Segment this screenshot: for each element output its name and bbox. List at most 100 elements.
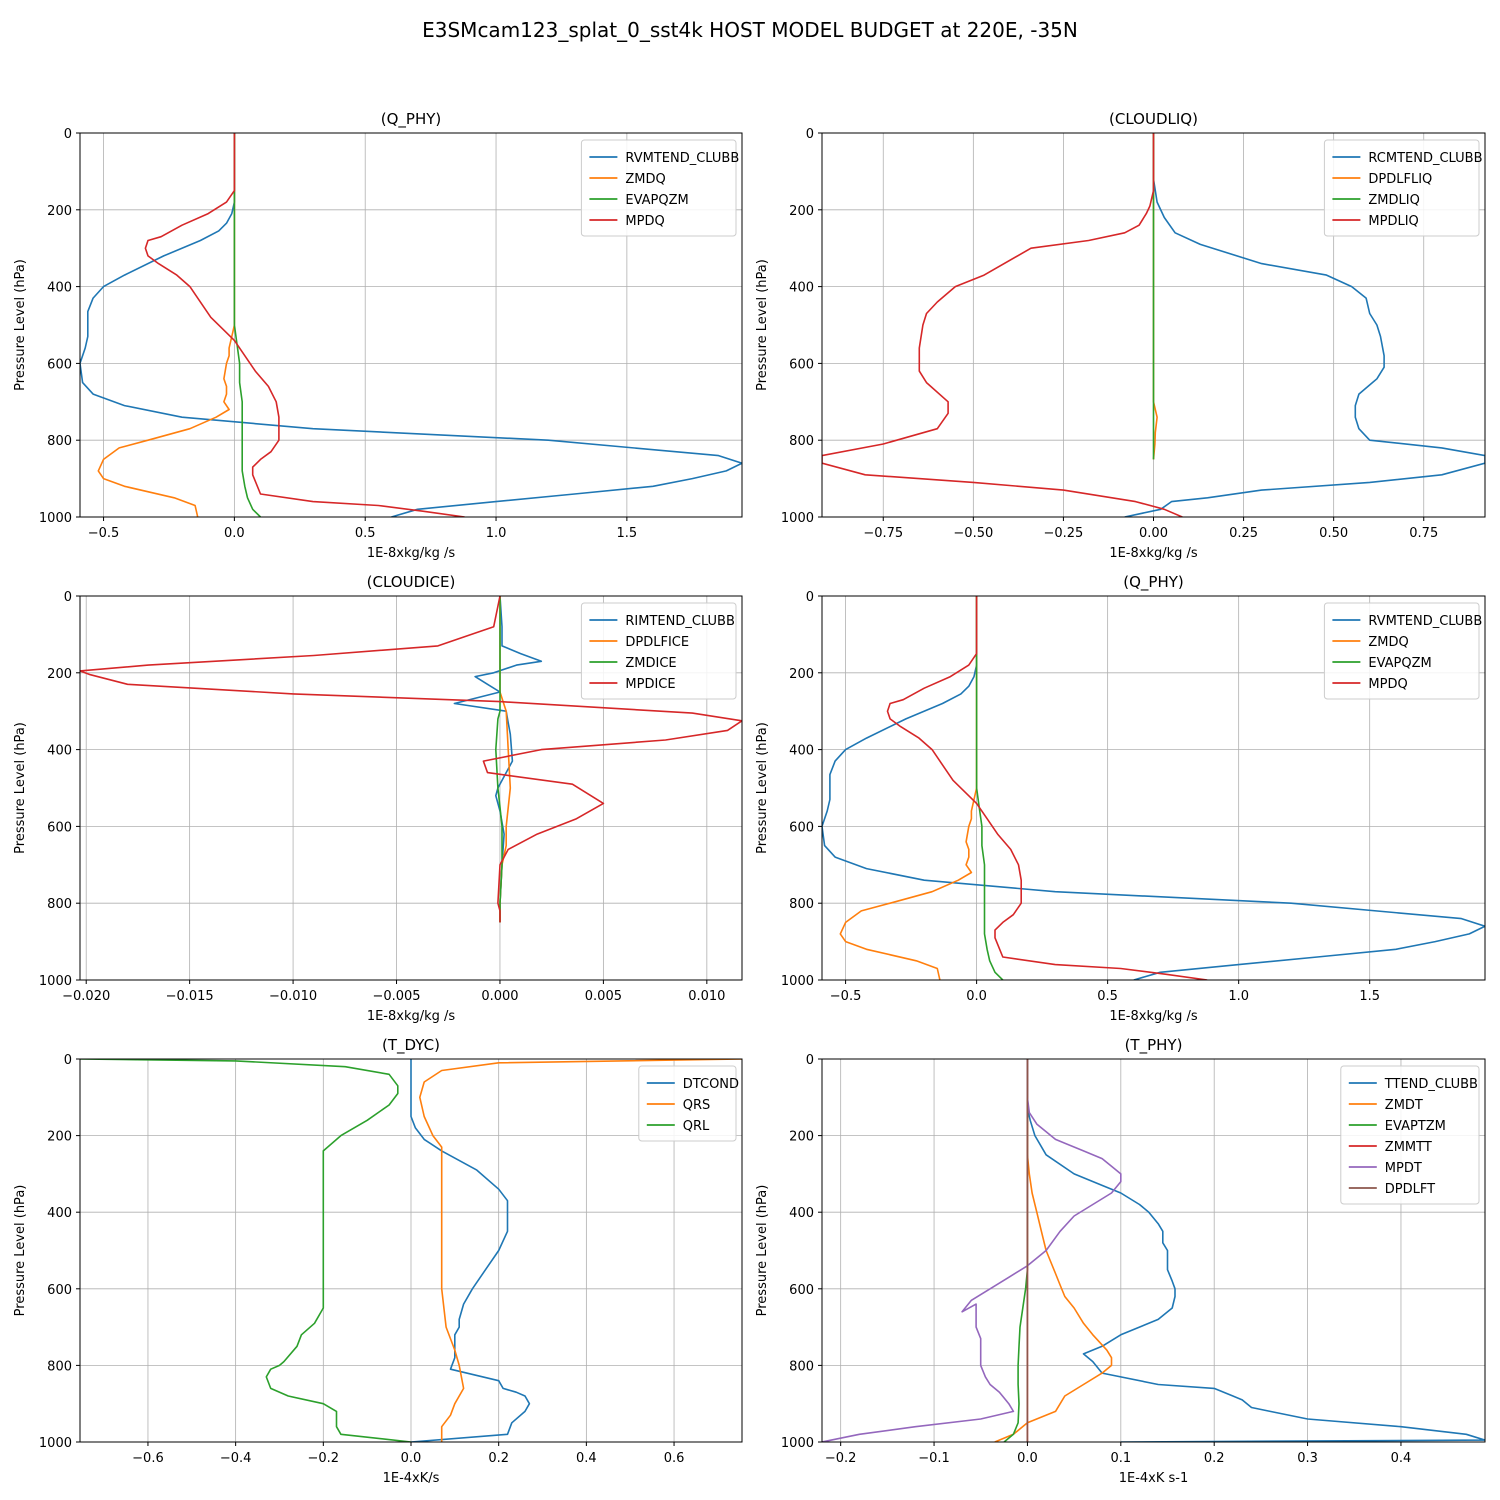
- y-tick-label: 800: [789, 434, 814, 449]
- x-tick-label: −0.010: [269, 989, 317, 1004]
- x-axis-label: 1E-8xkg/kg /s: [1109, 1009, 1198, 1024]
- x-tick-label: 0.2: [1204, 1451, 1225, 1466]
- axes-frame: [821, 1058, 1486, 1443]
- x-tick-label: 0.0: [966, 989, 987, 1004]
- legend-box: [638, 1065, 737, 1142]
- legend: TTEND_CLUBB ZMDT EVAPTZM ZMMTT MPDT DPDLFT: [1340, 1065, 1480, 1205]
- y-tick-label: 600: [789, 357, 814, 372]
- legend: DTCOND QRS QRL: [638, 1065, 739, 1142]
- y-tick-label: 400: [789, 281, 814, 296]
- x-tick-label: 0.5: [355, 526, 376, 541]
- subplot-title: (Q_PHY): [1123, 573, 1184, 592]
- y-tick-label: 200: [789, 667, 814, 682]
- x-tick-label: −0.6: [132, 1451, 164, 1466]
- series-line-dtcond: [410, 1059, 531, 1442]
- series-line-zmdice: [494, 596, 503, 923]
- x-axis-label: 1E-8xkg/kg /s: [367, 546, 456, 561]
- subplot-3: −0.020 −0.015 −0.010 −0.005 0.000 0.005 0.010 0…: [13, 573, 743, 1024]
- legend: RCMTEND_CLUBB DPDLFLIQ ZMDLIQ MPDLIQ: [1323, 139, 1482, 237]
- series-line-rcmtend-clubb: [1124, 133, 1485, 517]
- y-tick-label: 400: [47, 281, 72, 296]
- x-tick-label: −0.020: [62, 989, 110, 1004]
- legend-entry: ZMDICE: [625, 656, 676, 671]
- y-tick-label: 1000: [781, 974, 814, 989]
- series-line-ttend-clubb: [1026, 1059, 1485, 1442]
- x-tick-label: −0.4: [220, 1451, 252, 1466]
- x-tick-label: 0.4: [1391, 1451, 1412, 1466]
- legend-entry: ZMDLIQ: [1368, 193, 1419, 208]
- y-tick-label: 0: [806, 590, 814, 605]
- subplot-4: −0.5 0.0 0.5 1.0 1.5 0 200 400 600 800 1000 (Q_PHY)…: [755, 573, 1486, 1024]
- y-tick-label: 0: [806, 127, 814, 142]
- y-tick-label: 1000: [39, 1436, 72, 1451]
- y-tick-label: 200: [47, 667, 72, 682]
- series-line-mpdice: [80, 596, 742, 923]
- y-tick-label: 800: [47, 1359, 72, 1374]
- series-line-rvmtend-clubb: [80, 133, 742, 517]
- y-tick-label: 800: [47, 897, 72, 912]
- series-line-zmdt: [994, 1059, 1113, 1442]
- series-line-zmdq: [97, 133, 236, 517]
- subplot-1: −0.5 0.0 0.5 1.0 1.5 0 200 400 600 800 1000 (Q_PHY)…: [13, 110, 743, 561]
- legend-entry: RIMTEND_CLUBB: [625, 614, 735, 629]
- y-tick-label: 400: [789, 744, 814, 759]
- legend-entry: MPDICE: [625, 677, 675, 692]
- x-tick-label: 0.2: [488, 1451, 509, 1466]
- legend-box: [1340, 1065, 1480, 1205]
- y-tick-label: 400: [47, 744, 72, 759]
- legend-box: [580, 139, 737, 237]
- subplot-title: (CLOUDICE): [367, 573, 456, 591]
- series-line-rvmtend-clubb: [822, 596, 1485, 980]
- x-tick-label: 0.5: [1097, 989, 1118, 1004]
- subplot-title: (T_PHY): [1125, 1036, 1183, 1055]
- y-axis-label: Pressure Level (hPa): [755, 259, 770, 391]
- series-line-zmdq: [839, 596, 978, 980]
- series-line-mpdt: [822, 1059, 1122, 1442]
- x-tick-label: 0.0: [401, 1451, 422, 1466]
- axes-frame: [79, 595, 743, 981]
- x-tick-label: 0.010: [688, 989, 725, 1004]
- y-tick-label: 400: [47, 1206, 72, 1221]
- series-line-evaptzm: [1003, 1059, 1029, 1442]
- series-line-rimtend-clubb: [453, 596, 543, 923]
- x-tick-label: −0.50: [953, 526, 993, 541]
- y-tick-label: 800: [789, 1359, 814, 1374]
- series-line-mpdq: [886, 596, 1208, 980]
- x-tick-label: 0.1: [1110, 1451, 1131, 1466]
- y-tick-label: 600: [47, 820, 72, 835]
- legend-box: [580, 602, 737, 700]
- axes-frame: [79, 132, 743, 518]
- y-axis-label: Pressure Level (hPa): [13, 259, 28, 391]
- legend-entry: QRS: [683, 1098, 711, 1113]
- legend-entry: RCMTEND_CLUBB: [1368, 151, 1482, 166]
- x-axis-label: 1E-4xK/s: [383, 1471, 440, 1486]
- legend-entry: EVAPTZM: [1385, 1119, 1446, 1134]
- legend-entry: QRL: [683, 1119, 710, 1134]
- x-tick-label: −0.2: [825, 1451, 857, 1466]
- legend-entry: EVAPQZM: [625, 193, 688, 208]
- legend: RVMTEND_CLUBB ZMDQ EVAPQZM MPDQ: [1323, 602, 1482, 700]
- series-line-mpdq: [144, 133, 465, 517]
- y-tick-label: 0: [806, 1053, 814, 1068]
- subplot-5: −0.6 −0.4 −0.2 0.0 0.2 0.4 0.6 0 200 400 600 800 100…: [13, 1036, 743, 1486]
- legend-entry: DTCOND: [683, 1077, 739, 1092]
- series-line-qrs: [418, 1059, 742, 1442]
- subplot-title: (T_DYC): [382, 1036, 440, 1055]
- x-tick-label: 0.25: [1229, 526, 1258, 541]
- x-tick-label: −0.75: [863, 526, 903, 541]
- axes-frame: [821, 595, 1486, 981]
- x-tick-label: −0.2: [308, 1451, 340, 1466]
- y-axis-label: Pressure Level (hPa): [755, 722, 770, 854]
- x-tick-label: −0.1: [918, 1451, 950, 1466]
- y-tick-label: 200: [789, 1130, 814, 1145]
- legend-entry: ZMMTT: [1385, 1140, 1432, 1155]
- legend-entry: DPDLFT: [1385, 1182, 1435, 1197]
- y-tick-label: 1000: [39, 511, 72, 526]
- x-axis-label: 1E-8xkg/kg /s: [367, 1009, 456, 1024]
- x-tick-label: 0.4: [576, 1451, 597, 1466]
- legend-entry: ZMDT: [1385, 1098, 1423, 1113]
- y-tick-label: 600: [47, 357, 72, 372]
- x-tick-label: 0.3: [1297, 1451, 1318, 1466]
- legend: RVMTEND_CLUBB ZMDQ EVAPQZM MPDQ: [580, 139, 739, 237]
